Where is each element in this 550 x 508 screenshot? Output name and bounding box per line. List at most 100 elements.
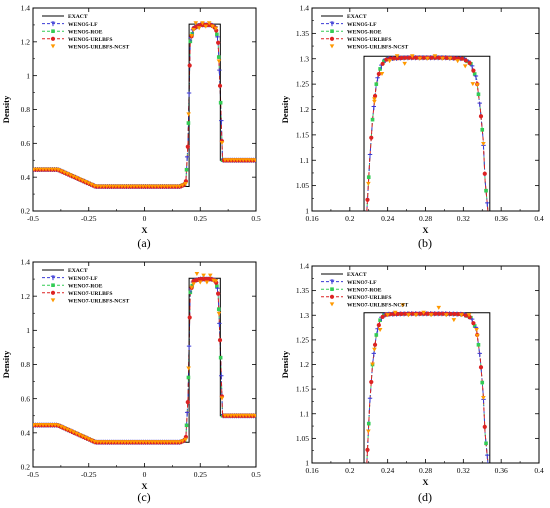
y-tick-label: 1	[26, 71, 30, 80]
marker-ncst	[206, 21, 212, 26]
marker-ncst	[207, 273, 213, 278]
marker-urlbfs	[437, 311, 442, 316]
marker-ncst	[149, 440, 155, 445]
marker-ncst	[61, 426, 67, 431]
marker-roe	[190, 283, 195, 288]
marker-ncst	[451, 318, 457, 323]
marker-ncst	[385, 313, 390, 318]
legend-item: EXACT	[321, 14, 367, 20]
marker-ncst	[225, 413, 231, 418]
marker-ncst	[177, 440, 182, 445]
panel-caption: (c)	[137, 490, 150, 504]
marker-urlbfs	[403, 311, 408, 316]
marker-ncst	[113, 184, 119, 189]
legend-marker	[329, 44, 335, 49]
marker-lf	[186, 91, 192, 97]
marker-ncst	[474, 328, 479, 333]
marker-ncst	[243, 158, 249, 163]
marker-roe	[218, 355, 223, 360]
y-tick-label: 1.2	[21, 292, 31, 301]
legend-marker	[51, 283, 55, 287]
marker-ncst	[122, 184, 128, 189]
marker-ncst	[475, 83, 480, 88]
marker-ncst	[447, 56, 453, 61]
legend-item: WENO5-LF	[42, 21, 98, 28]
y-tick-label: 0.8	[21, 105, 31, 114]
x-tick-label: 0.5	[251, 214, 261, 223]
marker-urlbfs	[478, 114, 484, 119]
marker-urlbfs	[414, 55, 419, 60]
legend-item: EXACT	[321, 272, 367, 278]
series-line-roe	[33, 24, 256, 187]
marker-roe	[215, 32, 219, 37]
marker-ncst	[58, 424, 64, 429]
series-line-lf	[33, 24, 256, 187]
panel-caption: (a)	[137, 236, 150, 250]
x-axis-label: X	[422, 477, 429, 487]
marker-roe	[484, 188, 488, 193]
legend-label: EXACT	[68, 268, 88, 274]
marker-ncst	[77, 177, 82, 182]
marker-lf	[184, 411, 190, 417]
marker-roe	[215, 284, 219, 288]
marker-lf	[371, 352, 376, 358]
marker-urlbfs	[467, 60, 472, 66]
marker-urlbfs	[463, 58, 468, 63]
legend-label: EXACT	[347, 14, 367, 20]
marker-lf	[219, 374, 224, 380]
legend-label: EXACT	[68, 14, 88, 20]
marker-ncst	[231, 158, 237, 163]
marker-ncst	[366, 181, 371, 186]
legend-marker	[50, 21, 56, 27]
legend-marker	[51, 29, 55, 33]
marker-ncst	[194, 271, 200, 276]
legend-marker	[329, 302, 335, 307]
legend-item: WENO7-ROE	[321, 287, 382, 293]
marker-ncst	[222, 413, 228, 418]
marker-ncst	[74, 175, 79, 180]
x-tick-label: 0.36	[495, 466, 508, 475]
marker-lf	[367, 397, 373, 403]
y-tick-label: 1.1	[300, 156, 310, 165]
marker-urlbfs	[395, 311, 400, 317]
marker-urlbfs	[376, 323, 381, 328]
marker-ncst	[131, 440, 137, 445]
marker-urlbfs	[391, 56, 397, 61]
marker-ncst	[77, 433, 82, 438]
marker-ncst	[165, 184, 170, 189]
marker-ncst	[183, 182, 188, 187]
marker-urlbfs	[441, 311, 446, 316]
y-axis-label: Density	[280, 350, 290, 378]
plot-area	[33, 21, 256, 189]
marker-ncst	[250, 158, 255, 163]
marker-ncst	[71, 430, 76, 435]
marker-roe	[216, 55, 221, 59]
marker-ncst	[219, 140, 225, 145]
marker-ncst	[444, 313, 449, 318]
marker-ncst	[131, 184, 137, 189]
marker-ncst	[216, 59, 222, 64]
marker-ncst	[204, 280, 210, 285]
marker-ncst	[392, 310, 398, 315]
marker-ncst	[107, 184, 113, 189]
y-tick-label: 1.35	[296, 286, 309, 295]
y-tick-label: 0.6	[21, 394, 31, 403]
marker-ncst	[440, 56, 445, 61]
marker-ncst	[211, 278, 216, 283]
y-tick-label: 1.05	[296, 181, 309, 190]
marker-urlbfs	[185, 399, 190, 405]
legend-label: WENO5-ROE	[68, 29, 103, 35]
marker-ncst	[189, 285, 194, 290]
legend-marker	[329, 36, 335, 41]
y-tick-label: 1.15	[296, 130, 309, 139]
marker-ncst	[65, 171, 70, 176]
marker-ncst	[137, 440, 143, 445]
x-tick-label: 0.5	[251, 470, 261, 479]
x-tick-label: -0.25	[81, 470, 97, 479]
legend-item: WENO7-URLBFS-NCST	[329, 302, 408, 309]
legend-marker	[330, 287, 334, 291]
plot-frame	[32, 7, 257, 212]
marker-ncst	[110, 440, 116, 445]
marker-ncst	[225, 158, 231, 163]
chart-panel-1: -0.5 -0.25 0 0.25 0.5 0.2 0.4 0.6 0.8 1 1.2 1.4 X Den…	[1, 4, 261, 235]
